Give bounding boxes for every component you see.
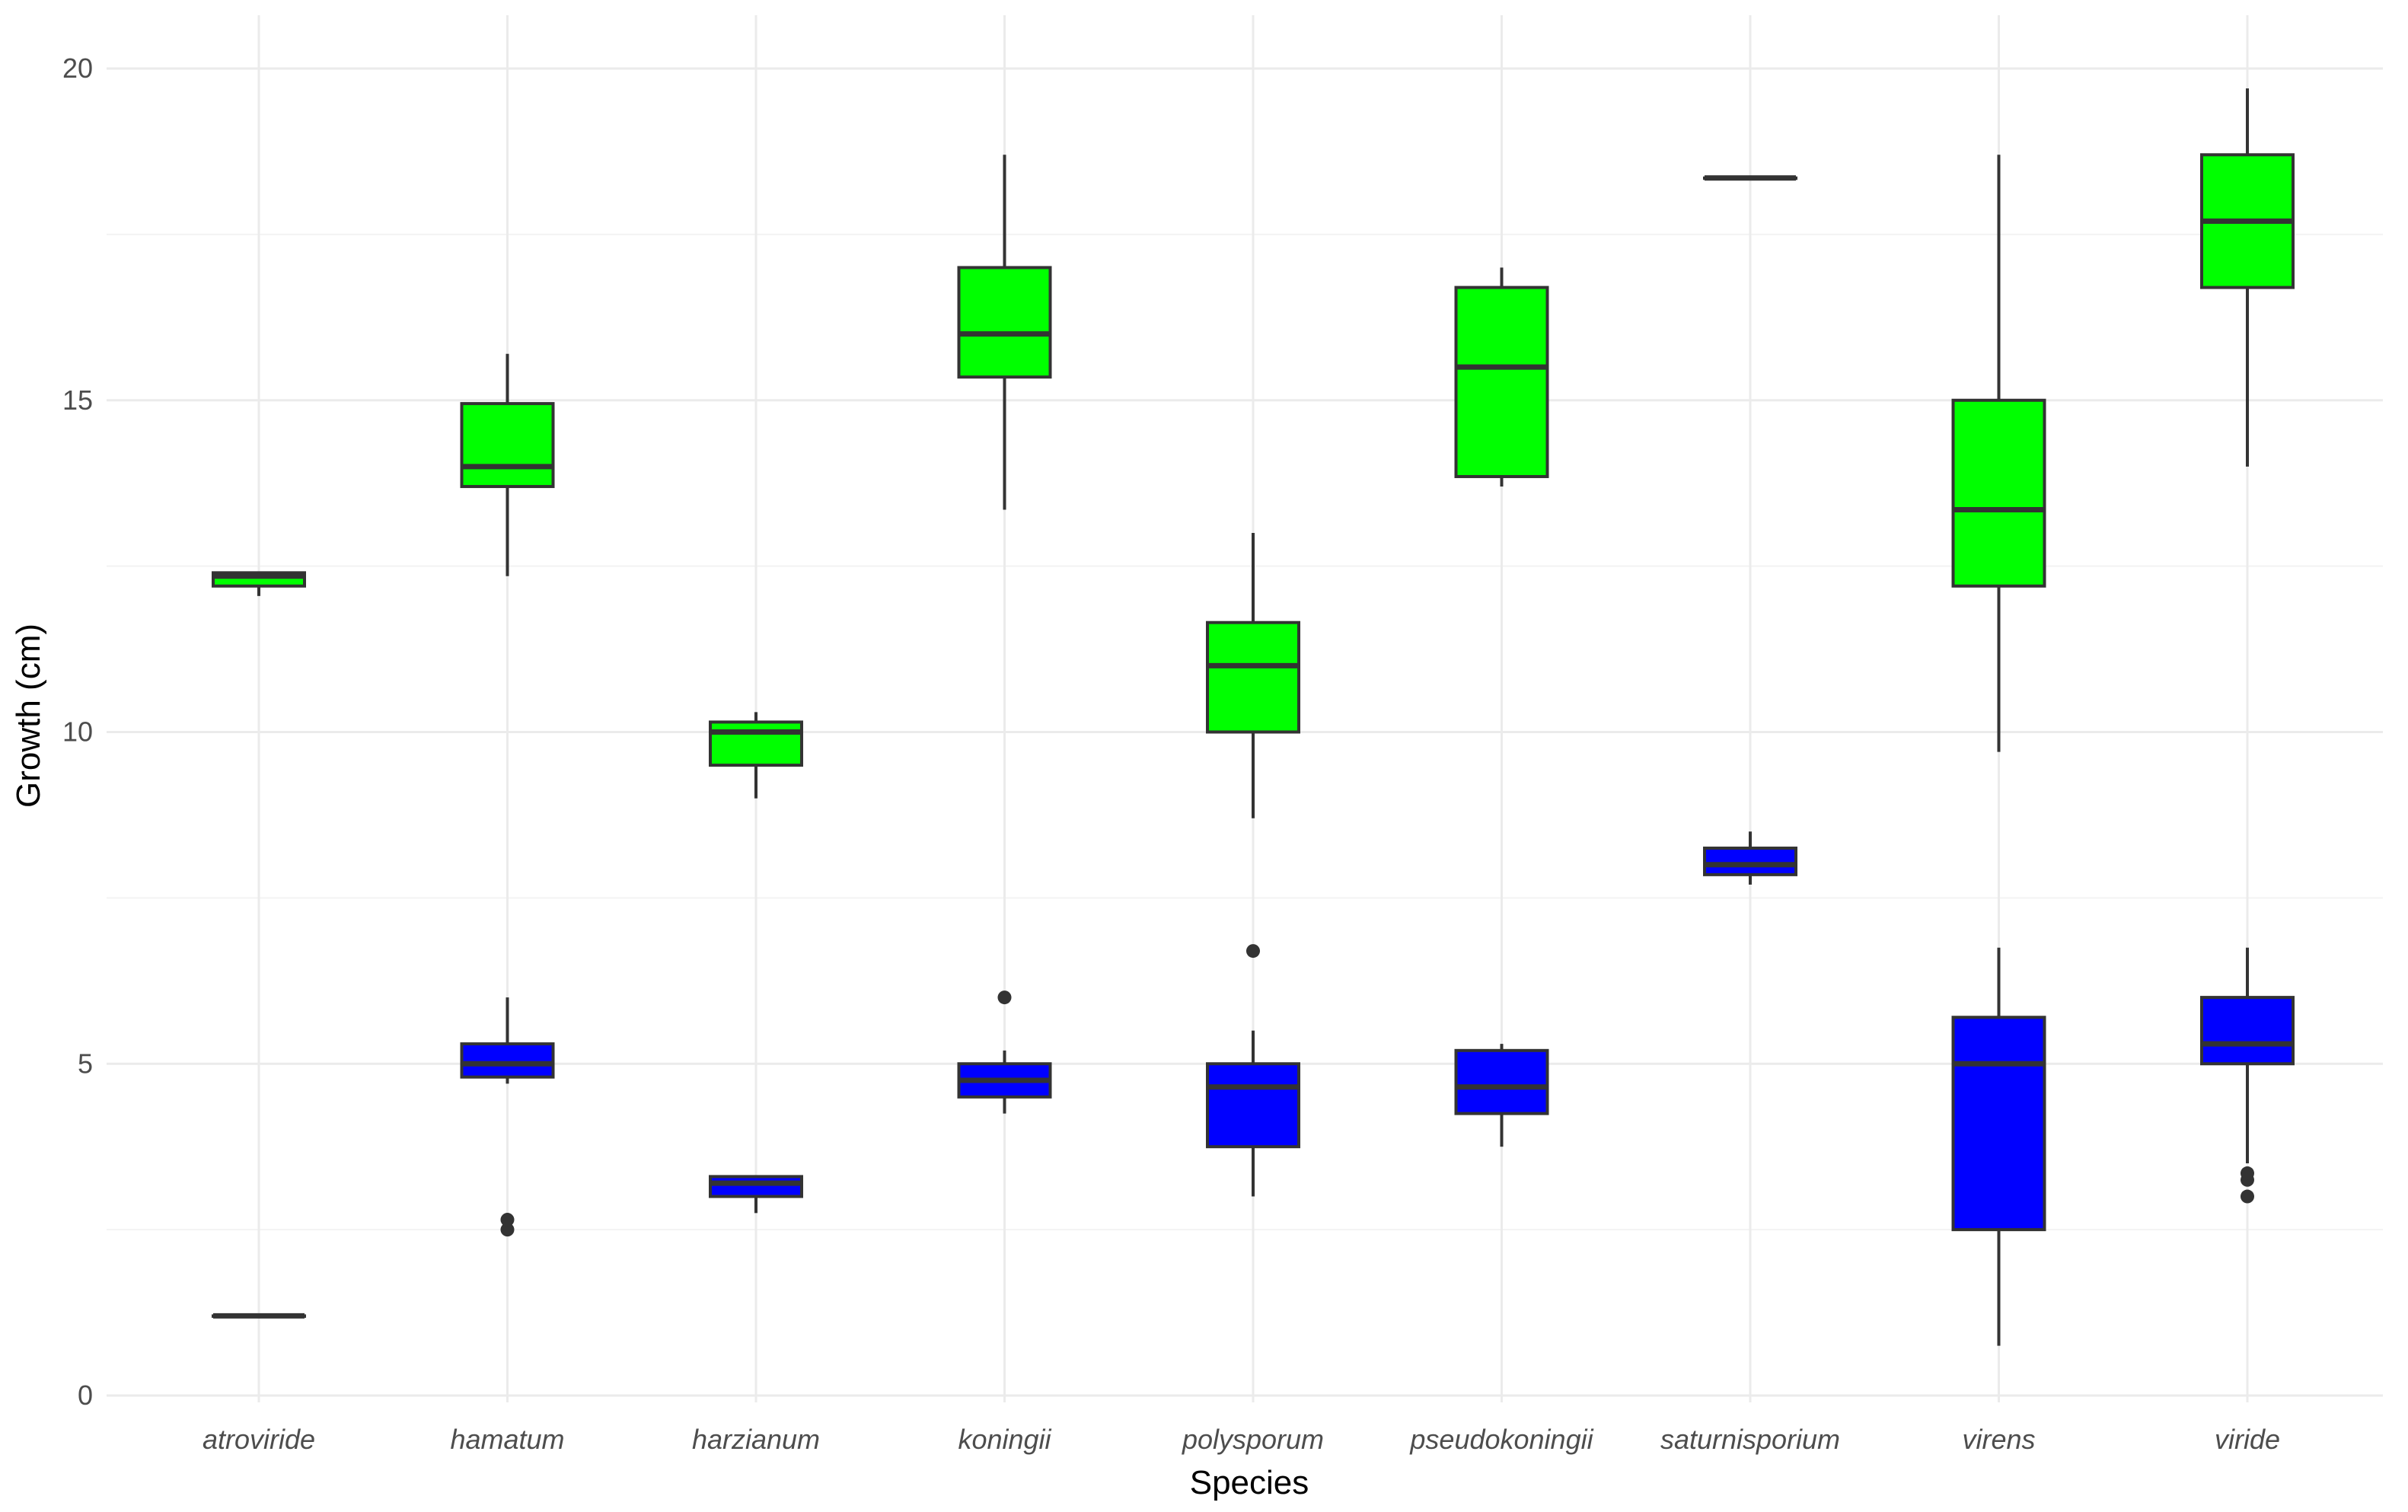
x-tick-label: hamatum (450, 1424, 564, 1455)
outlier-point (500, 1213, 515, 1227)
x-tick-label: pseudokoningii (1409, 1424, 1593, 1455)
y-tick-label: 0 (78, 1380, 93, 1411)
outlier-point (500, 1223, 515, 1237)
outlier-point (997, 990, 1012, 1005)
box-body (1951, 398, 2046, 588)
x-tick-label: saturnisporium (1660, 1424, 1840, 1455)
x-tick-label: virens (1962, 1424, 2035, 1455)
x-tick-label: atroviride (203, 1424, 315, 1455)
labels: 0 5 10 15 20 atroviride hamatum harzianum koning… (62, 53, 2280, 1455)
y-tick-label: 10 (62, 716, 93, 748)
x-tick-label: koningii (958, 1424, 1051, 1455)
boxes (212, 88, 2295, 1346)
y-axis-title: Growth (cm) (10, 624, 47, 808)
y-tick-label: 5 (78, 1048, 93, 1079)
y-tick-label: 15 (62, 384, 93, 416)
box-body (1206, 620, 1300, 734)
x-axis-title: Species (1190, 1464, 1309, 1501)
y-tick-label: 20 (62, 53, 93, 84)
box-body (1703, 847, 1797, 876)
box-body (709, 720, 803, 767)
box-body (460, 1042, 555, 1079)
box-body (709, 1175, 803, 1198)
box-body (1454, 285, 1549, 478)
outlier-point (2241, 1166, 2254, 1181)
box-body (1206, 1062, 1300, 1149)
x-tick-label: viride (2215, 1424, 2280, 1455)
box-body (1454, 1048, 1549, 1115)
box-body (2200, 996, 2295, 1066)
x-tick-label: polysporum (1182, 1424, 1324, 1455)
box-body (957, 266, 1052, 379)
box-body (1951, 1016, 2046, 1232)
outlier-point (1246, 944, 1260, 959)
outlier-point (2241, 1189, 2254, 1204)
x-tick-label: harzianum (692, 1424, 820, 1455)
box-body (460, 402, 555, 489)
